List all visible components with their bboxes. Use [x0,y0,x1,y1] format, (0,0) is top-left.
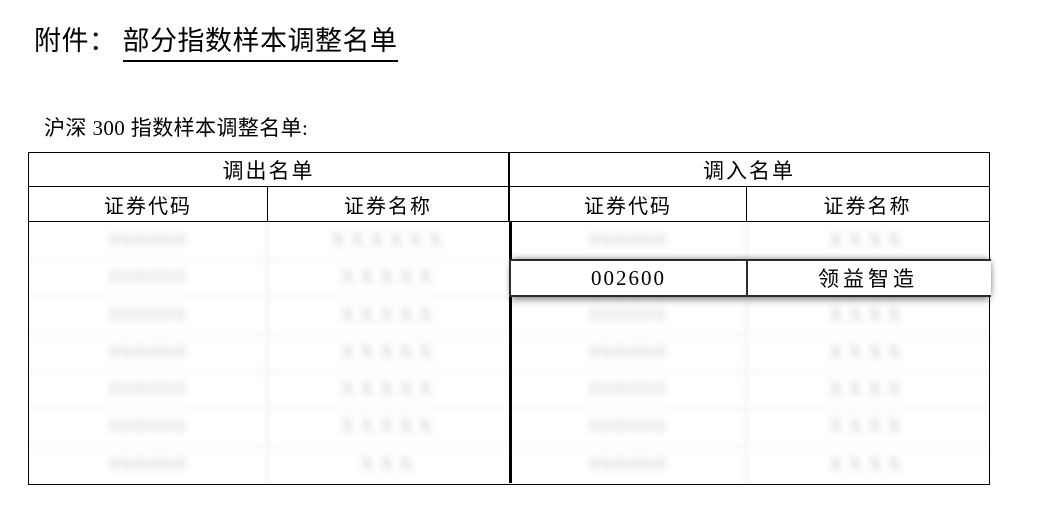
cell-added-name: XXXX [828,229,907,252]
section-subtitle: 沪深 300 指数样本调整名单: [44,116,309,140]
cell-added-name: XXXX [828,340,907,363]
group-header-added: 调入名单 [703,158,795,183]
cell-removed-name: XXXXX [340,340,438,363]
table-row[interactable]: 000000 XXXXX 000000 XXXX [29,334,989,371]
table-row[interactable]: 000000 XXXXXX 000000 XXXX [29,222,989,259]
highlighted-security-code: 002600 [511,261,748,295]
cell-added-name: XXXX [828,303,907,326]
cell-added-code: 000000 [589,452,668,475]
cell-removed-name: XXX [359,452,419,475]
cell-added-code: 000000 [589,378,668,401]
group-header-removed: 调出名单 [29,153,510,186]
column-header-removed-name: 证券名称 [268,187,510,221]
table-row[interactable]: 000000 XXXXX [29,259,989,296]
cell-removed-name: XXXXX [340,303,438,326]
cell-removed-code: 000000 [109,452,188,475]
table-row[interactable]: 000000 XXX 000000 XXXX [29,446,989,483]
cell-removed-name: XXXXXX [330,229,448,252]
cell-added-code: 000000 [589,303,668,326]
column-header-added-name: 证券名称 [823,195,912,218]
table-row[interactable]: 000000 XXXXX 000000 XXXX [29,408,989,445]
page-title-label: 附件： [34,26,117,56]
cell-removed-code: 000000 [109,303,188,326]
cell-removed-code: 000000 [109,378,188,401]
column-header-removed-code: 证券代码 [29,187,268,221]
page-title: 附件： 部分指数样本调整名单 [34,24,398,62]
cell-added-code: 000000 [589,340,668,363]
table-row[interactable]: 000000 XXXXX 000000 XXXX [29,371,989,408]
cell-added-name: XXXX [828,378,907,401]
cell-removed-code: 000000 [109,340,188,363]
cell-removed-code: 000000 [109,266,188,289]
cell-removed-name: XXXXX [340,266,438,289]
index-adjustment-table: 调出名单 调入名单 证券代码 证券名称 证券代码 证券名称 000000 XXX… [28,152,991,485]
cell-added-name: XXXX [828,452,907,475]
cell-added-code: 000000 [589,415,668,438]
table-column-header-row: 证券代码 证券名称 证券代码 证券名称 [29,187,989,222]
cell-removed-name: XXXXX [340,378,438,401]
cell-removed-name: XXXXX [340,415,438,438]
cell-removed-code: 000000 [109,229,188,252]
table-body: 000000 XXXXXX 000000 XXXX 000000 XXXXX [29,222,991,483]
page-title-underlined: 部分指数样本调整名单 [122,24,398,62]
cell-added-name: XXXX [828,415,907,438]
column-header-added-code: 证券代码 [510,187,747,221]
table-row[interactable]: 000000 XXXXX 000000 XXXX [29,297,989,334]
highlighted-security-name: 领益智造 [748,261,988,295]
cell-removed-code: 000000 [109,415,188,438]
cell-added-code: 000000 [589,229,668,252]
table-group-header-row: 调出名单 调入名单 [29,153,989,187]
highlighted-row[interactable]: 002600 领益智造 [509,259,991,297]
